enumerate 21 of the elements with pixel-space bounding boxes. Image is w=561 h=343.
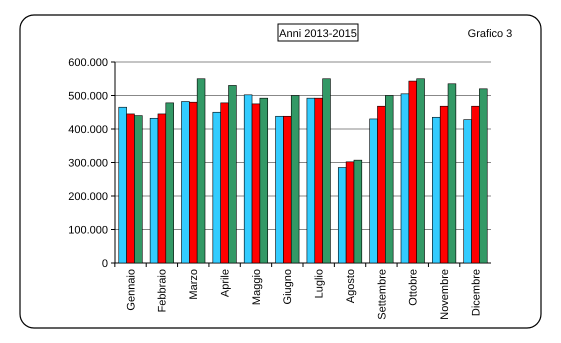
y-tick-label: 600.000 (68, 56, 108, 69)
x-tick-label: Ottobre (408, 269, 420, 306)
y-tick-label: 300.000 (68, 157, 108, 170)
y-tick-label: 500.000 (68, 90, 108, 102)
x-tick-label: Marzo (188, 269, 200, 300)
y-tick-label: 0 (102, 258, 108, 270)
y-tick-label: 100.000 (68, 224, 108, 236)
y-tick-label: 200.000 (68, 190, 108, 203)
x-tick-label: Febbraio (156, 269, 169, 312)
x-tick-label: Giugno (282, 269, 294, 304)
x-tick-label: Agosto (344, 269, 357, 304)
x-tick-label: Aprile (219, 269, 232, 298)
x-tick-label: Novembre (438, 269, 451, 320)
x-tick-label: Gennaio (125, 269, 138, 311)
x-tick-label: Maggio (250, 269, 263, 306)
chart-subtitle: Grafico 3 (468, 28, 512, 40)
x-tick-label: Settembre (376, 269, 388, 320)
x-tick-label: Dicembre (470, 269, 482, 316)
y-tick-label: 400.000 (68, 124, 108, 136)
chart-title: Anni 2013-2015 (279, 28, 357, 40)
x-tick-label: Luglio (314, 269, 326, 298)
